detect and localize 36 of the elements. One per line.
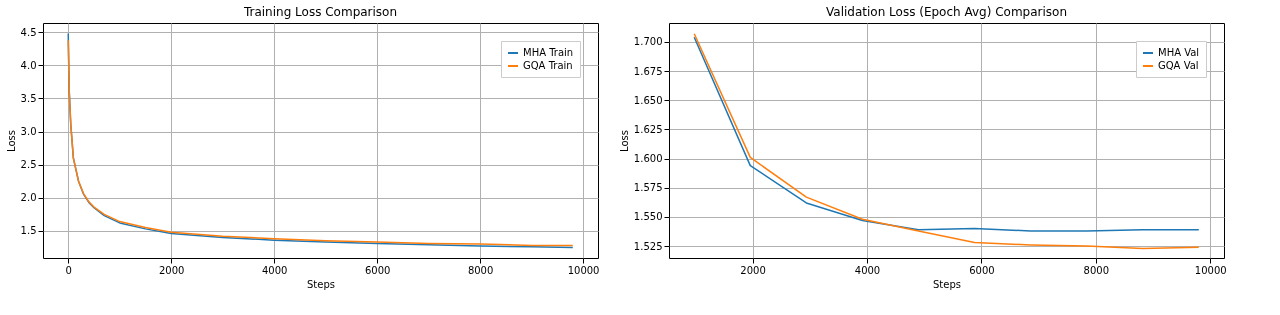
chart-title: Training Loss Comparison <box>242 5 398 19</box>
y-tick-label: 1.5 <box>20 225 37 237</box>
legend-label: MHA Val <box>1158 47 1200 58</box>
y-tick-label: 1.600 <box>633 153 663 165</box>
x-axis-title: Steps <box>307 278 335 290</box>
x-tick-label: 8000 <box>1083 264 1110 276</box>
x-tick-label: 10000 <box>1194 264 1227 276</box>
y-tick-label: 1.575 <box>633 182 663 194</box>
x-tick-label: 2000 <box>158 264 185 276</box>
x-tick-label: 10000 <box>567 264 600 276</box>
x-axis-title: Steps <box>933 278 961 290</box>
x-tick-label: 8000 <box>467 264 494 276</box>
y-tick-label: 4.5 <box>20 26 37 38</box>
y-tick-label: 2.5 <box>20 159 37 171</box>
x-tick-label: 0 <box>65 264 72 276</box>
y-axis-title: Loss <box>5 130 17 152</box>
legend-label: GQA Train <box>523 60 573 71</box>
y-tick-label: 2.0 <box>20 192 37 204</box>
x-tick-label: 4000 <box>854 264 881 276</box>
legend-label: GQA Val <box>1158 60 1199 71</box>
y-tick-label: 3.5 <box>20 92 37 104</box>
x-tick-label: 6000 <box>969 264 995 276</box>
y-tick-label: 4.0 <box>20 59 37 71</box>
x-tick-label: 2000 <box>740 264 766 276</box>
legend-label: MHA Train <box>523 47 574 58</box>
y-tick-label: 3.0 <box>20 126 37 138</box>
y-tick-label: 1.675 <box>633 65 663 77</box>
chart-title: Validation Loss (Epoch Avg) Comparison <box>825 5 1068 19</box>
x-tick-label: 6000 <box>364 264 391 276</box>
y-tick-label: 1.525 <box>633 240 663 252</box>
y-tick-label: 1.550 <box>633 211 663 223</box>
y-axis-title: Loss <box>618 130 630 152</box>
y-tick-label: 1.700 <box>633 36 663 48</box>
y-tick-label: 1.625 <box>633 123 663 135</box>
x-tick-label: 4000 <box>261 264 288 276</box>
y-tick-label: 1.650 <box>633 94 663 106</box>
